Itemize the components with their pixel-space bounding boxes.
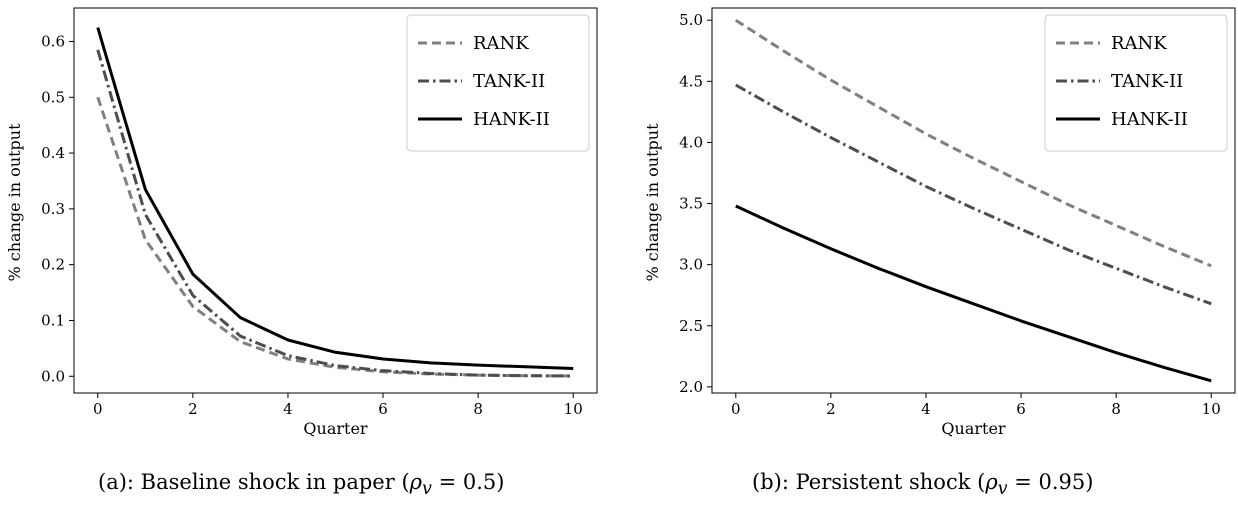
caption-b-text: (b): Persistent shock (	[752, 470, 986, 494]
axes-frame	[73, 7, 598, 394]
y-tick-label: 0.1	[41, 311, 65, 329]
y-tick-label: 0.4	[41, 144, 65, 162]
x-tick-label: 2	[826, 400, 836, 418]
series-line-tank-ii	[96, 49, 574, 378]
y-tick-label: 0.6	[41, 32, 65, 50]
series-group	[96, 27, 574, 378]
legend-label-rank: RANK	[1111, 33, 1167, 54]
y-tick-label: 0.5	[41, 88, 65, 106]
y-axis-label: % change in output	[5, 123, 24, 282]
caption-a: (a): Baseline shock in paper (ρv = 0.5)	[98, 470, 504, 499]
x-tick-label: 6	[378, 400, 388, 418]
y-tick-label: 2.0	[679, 378, 703, 396]
series-line-rank	[734, 18, 1212, 268]
y-tick-label: 5.0	[679, 11, 703, 29]
legend: RANK TANK-II HANK-II	[1044, 14, 1228, 152]
legend-box	[406, 14, 590, 152]
y-tick-label: 2.5	[679, 317, 703, 335]
y-tick-label: 4.0	[679, 133, 703, 151]
legend-label-tank-ii: TANK-II	[1111, 71, 1183, 92]
x-tick-label: 0	[731, 400, 741, 418]
x-tick-label: 10	[1202, 400, 1221, 418]
chart-panel-b: 0 2 4 6 8 10 2.0 2.5 3.0 3.5 4.0 4.5 5.0 Quarter % cha…	[643, 7, 1236, 438]
series-group	[734, 18, 1212, 383]
legend-label-hank-ii: HANK-II	[473, 109, 550, 130]
legend-label-rank: RANK	[473, 33, 529, 54]
y-tick-label: 0.0	[41, 367, 65, 385]
y-tick-label: 4.5	[679, 72, 703, 90]
axes-frame	[711, 7, 1236, 394]
caption-a-text: (a): Baseline shock in paper (	[98, 470, 410, 494]
caption-a-subscript: v	[422, 479, 432, 500]
x-tick-label: 4	[921, 400, 931, 418]
series-line-tank-ii	[735, 83, 1212, 306]
y-tick-label: 3.5	[679, 195, 703, 213]
x-axis-label: Quarter	[303, 419, 368, 438]
chart-panel-a: 0 2 4 6 8 10 0.0 0.1 0.2 0.3 0.4 0.5 0.6 Quarter % cha…	[5, 7, 598, 438]
x-tick-label: 0	[93, 400, 103, 418]
x-tick-label: 4	[283, 400, 293, 418]
x-tick-label: 6	[1016, 400, 1026, 418]
series-line-hank-ii	[735, 204, 1212, 383]
series-line-hank-ii	[96, 27, 574, 370]
y-axis-label: % change in output	[643, 123, 662, 282]
y-tick-label: 0.2	[41, 256, 65, 274]
x-axis-label: Quarter	[941, 419, 1006, 438]
caption-b-value: = 0.95)	[1007, 470, 1094, 494]
caption-b-symbol: ρ	[985, 470, 998, 494]
legend-label-hank-ii: HANK-II	[1111, 109, 1188, 130]
caption-a-value: = 0.5)	[431, 470, 505, 494]
x-tick-label: 8	[1111, 400, 1121, 418]
x-tick-label: 2	[188, 400, 198, 418]
x-tick-label: 8	[473, 400, 483, 418]
x-tick-label: 10	[564, 400, 583, 418]
legend: RANK TANK-II HANK-II	[406, 14, 590, 152]
legend-label-tank-ii: TANK-II	[473, 71, 545, 92]
caption-a-symbol: ρ	[409, 470, 422, 494]
caption-b-subscript: v	[997, 479, 1008, 500]
y-tick-label: 3.0	[679, 256, 703, 274]
caption-b: (b): Persistent shock (ρv = 0.95)	[752, 470, 1093, 499]
legend-box	[1044, 14, 1228, 152]
y-tick-label: 0.3	[41, 200, 65, 218]
